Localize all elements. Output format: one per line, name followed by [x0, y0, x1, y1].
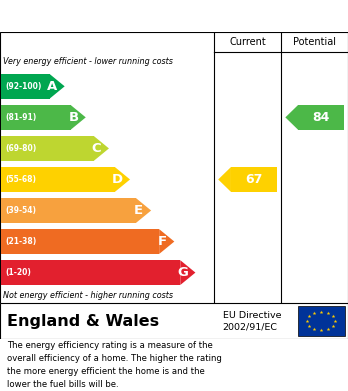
- Polygon shape: [94, 136, 109, 161]
- Polygon shape: [285, 105, 298, 130]
- Text: (69-80): (69-80): [6, 144, 37, 153]
- Text: A: A: [47, 80, 57, 93]
- Bar: [1, 260, 180, 285]
- Text: (81-91): (81-91): [6, 113, 37, 122]
- Bar: [1, 167, 115, 192]
- Text: (55-68): (55-68): [6, 175, 37, 184]
- Bar: [298, 306, 345, 336]
- Text: (1-20): (1-20): [6, 268, 31, 277]
- Text: C: C: [92, 142, 101, 155]
- Text: EU Directive
2002/91/EC: EU Directive 2002/91/EC: [223, 310, 281, 332]
- Text: Potential: Potential: [293, 37, 336, 47]
- Text: 84: 84: [312, 111, 330, 124]
- Text: G: G: [177, 266, 188, 279]
- Text: Not energy efficient - higher running costs: Not energy efficient - higher running co…: [3, 291, 173, 300]
- Bar: [1, 136, 94, 161]
- Text: England & Wales: England & Wales: [7, 314, 159, 328]
- Text: F: F: [157, 235, 166, 248]
- Text: B: B: [68, 111, 78, 124]
- Polygon shape: [180, 260, 196, 285]
- Polygon shape: [115, 167, 130, 192]
- Text: Very energy efficient - lower running costs: Very energy efficient - lower running co…: [3, 57, 173, 66]
- Bar: [1, 198, 136, 223]
- Text: The energy efficiency rating is a measure of the
overall efficiency of a home. T: The energy efficiency rating is a measur…: [7, 341, 222, 389]
- Text: (39-54): (39-54): [6, 206, 37, 215]
- Polygon shape: [218, 167, 231, 192]
- Bar: [1, 229, 159, 254]
- Bar: [298, 105, 344, 130]
- Text: 67: 67: [245, 173, 263, 186]
- Bar: [1, 74, 49, 99]
- Polygon shape: [136, 198, 151, 223]
- Text: Energy Efficiency Rating: Energy Efficiency Rating: [73, 9, 275, 23]
- Polygon shape: [49, 74, 65, 99]
- Polygon shape: [71, 105, 86, 130]
- Polygon shape: [159, 229, 174, 254]
- Text: Current: Current: [229, 37, 266, 47]
- Bar: [1, 105, 71, 130]
- Bar: [231, 167, 277, 192]
- Text: (21-38): (21-38): [6, 237, 37, 246]
- Text: E: E: [134, 204, 143, 217]
- Text: D: D: [112, 173, 123, 186]
- Text: (92-100): (92-100): [6, 82, 42, 91]
